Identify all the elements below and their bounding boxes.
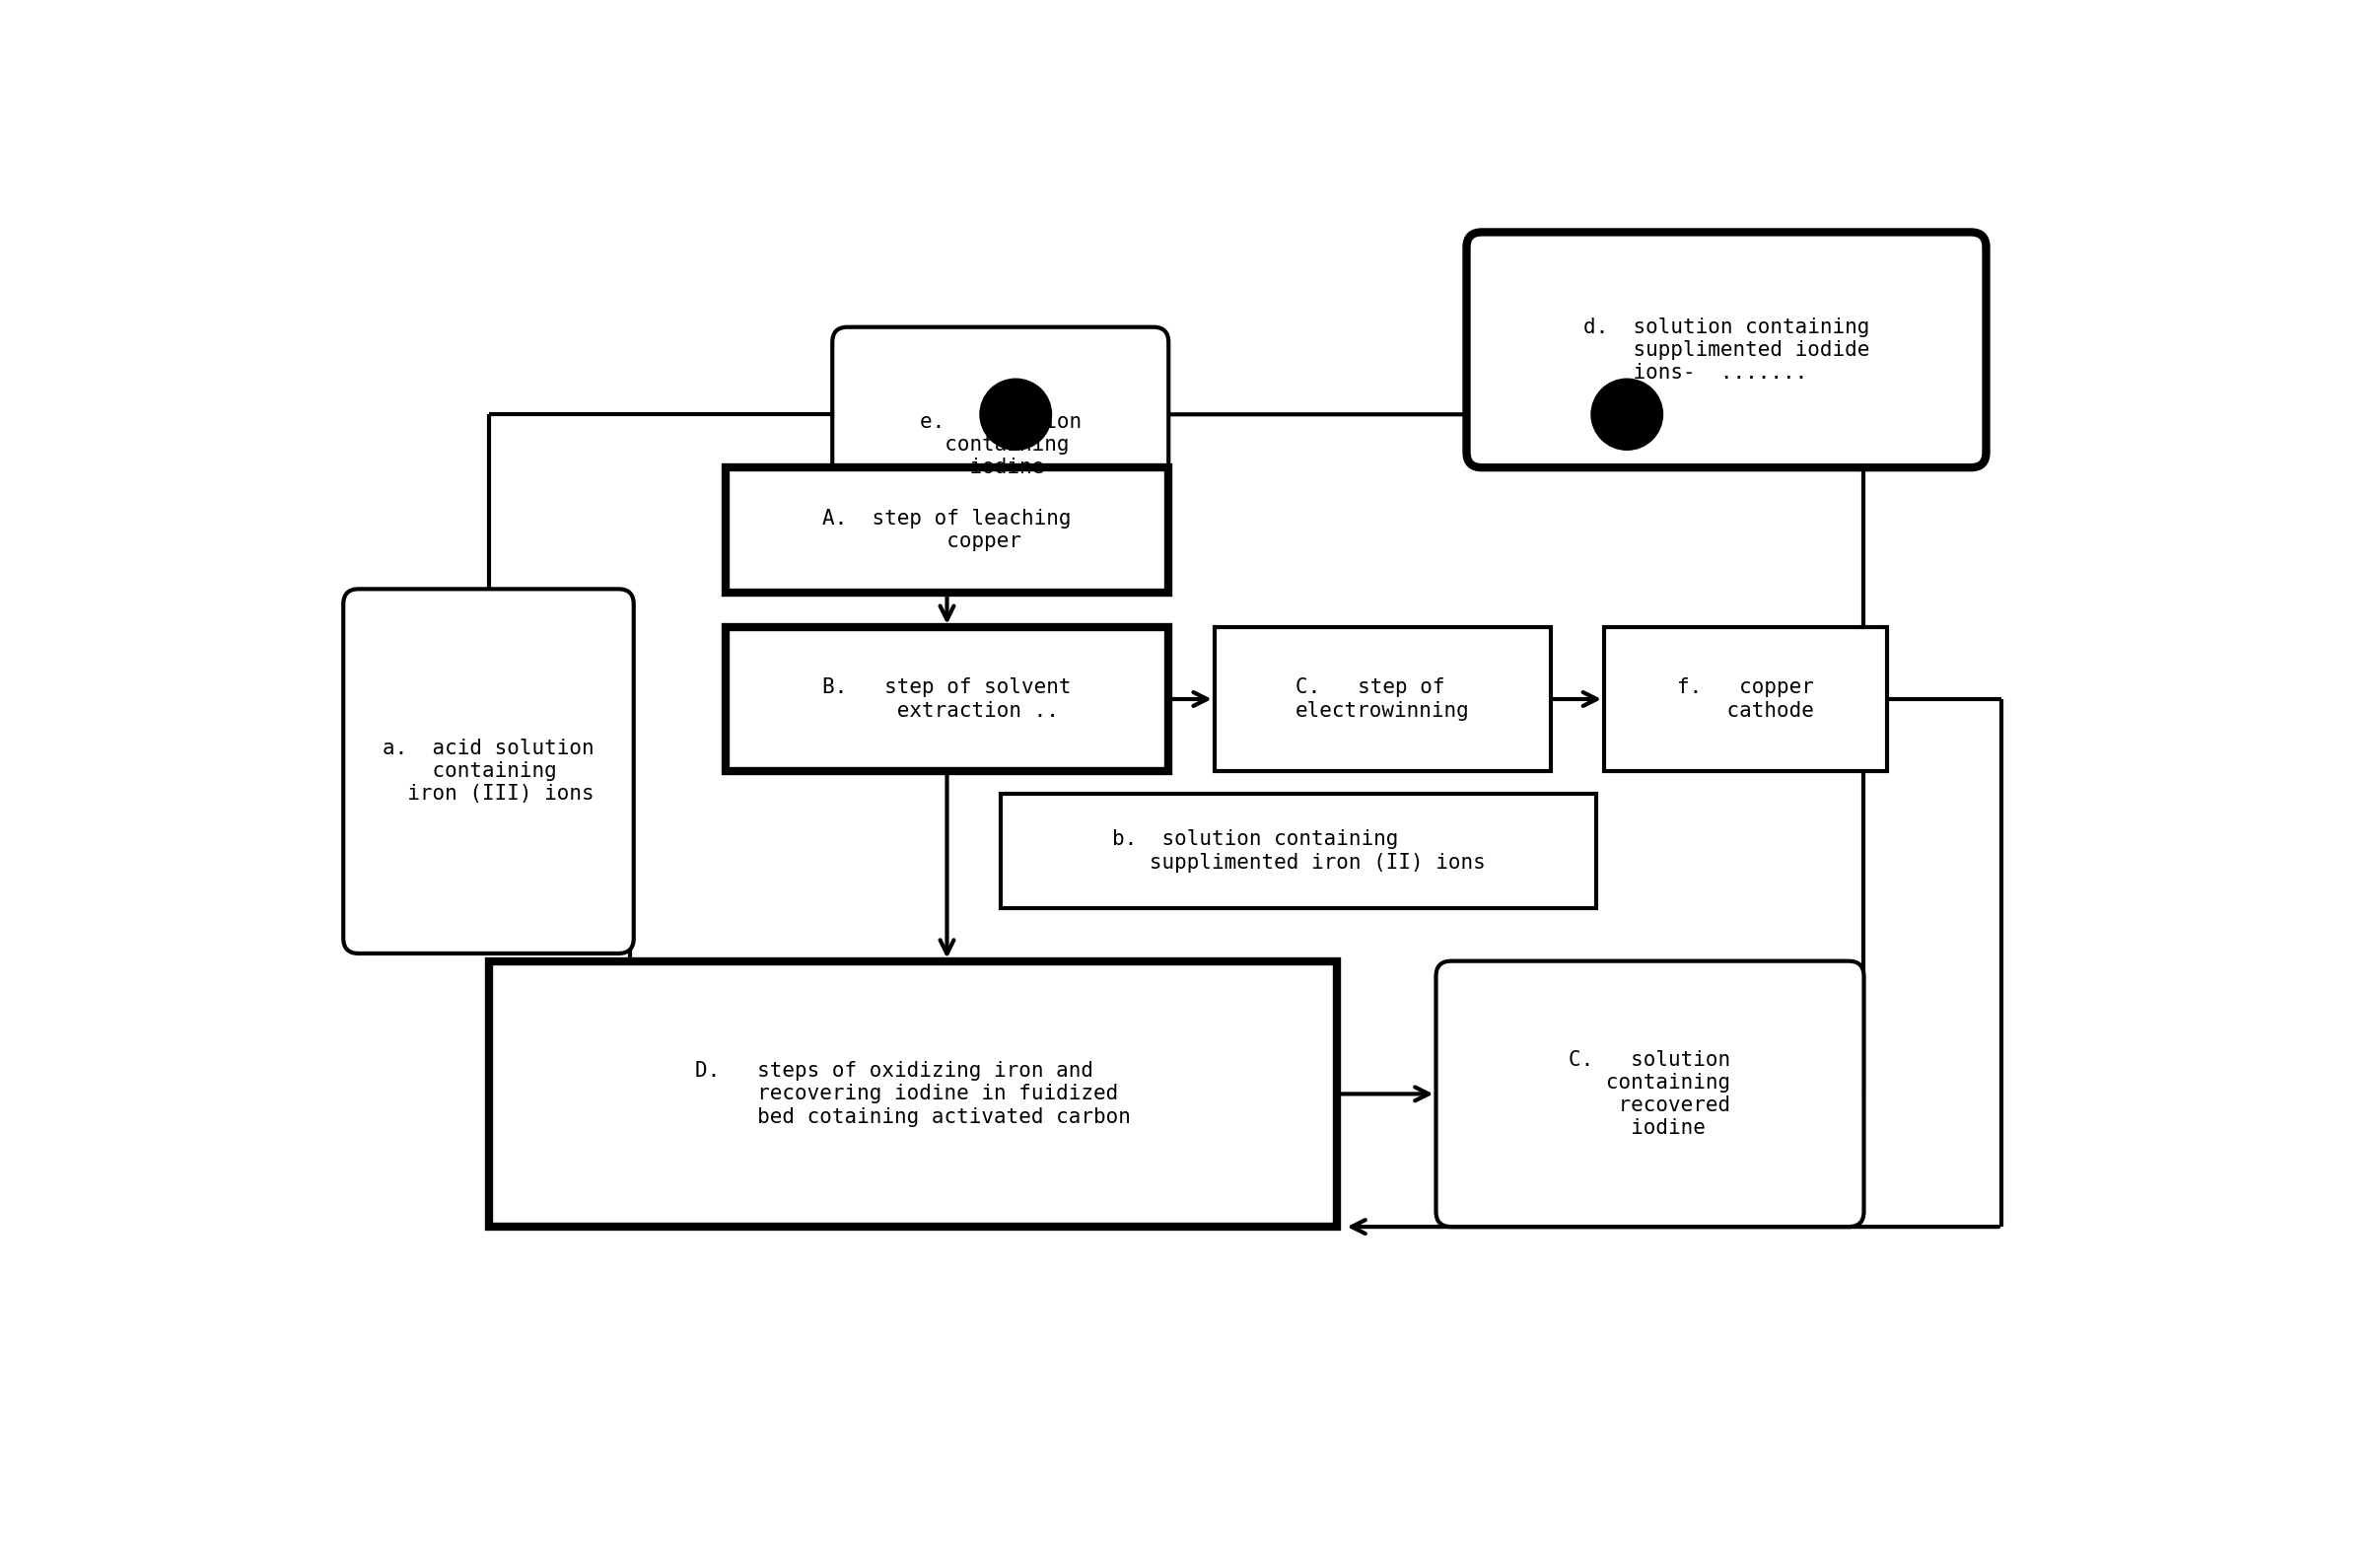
Text: d.  solution containing
    supplimented iodide
    ions-  .......: d. solution containing supplimented iodi… <box>1583 317 1868 383</box>
Text: B.   step of solvent
      extraction ..: B. step of solvent extraction .. <box>823 678 1071 720</box>
Text: D.   steps of oxidizing iron and
     recovering iodine in fuidized
     bed cot: D. steps of oxidizing iron and recoverin… <box>695 1061 1130 1127</box>
Bar <box>726 468 1169 592</box>
Text: C.   step of
electrowinning: C. step of electrowinning <box>1295 678 1468 720</box>
Text: f.   copper
    cathode: f. copper cathode <box>1678 678 1814 720</box>
Bar <box>726 627 1169 771</box>
Text: a.  acid solution
    containing
  iron (III) ions: a. acid solution containing iron (III) i… <box>383 739 595 804</box>
FancyBboxPatch shape <box>833 327 1169 563</box>
Circle shape <box>1592 381 1661 448</box>
Text: A.  step of leaching
          copper: A. step of leaching copper <box>823 508 1071 552</box>
Text: b.  solution containing
   supplimented iron (II) ions: b. solution containing supplimented iron… <box>1111 830 1485 872</box>
Bar <box>1000 795 1597 908</box>
Text: C.   solution
   containing
    recovered
     iodine: C. solution containing recovered iodine <box>1568 1050 1730 1138</box>
FancyBboxPatch shape <box>343 589 633 953</box>
Text: e.   solution
  containing
    iodine: e. solution containing iodine <box>919 412 1081 477</box>
Bar <box>1604 627 1887 771</box>
Bar <box>488 961 1338 1227</box>
Circle shape <box>981 381 1050 448</box>
FancyBboxPatch shape <box>1466 232 1987 468</box>
FancyBboxPatch shape <box>1435 961 1864 1227</box>
Bar <box>1214 627 1552 771</box>
